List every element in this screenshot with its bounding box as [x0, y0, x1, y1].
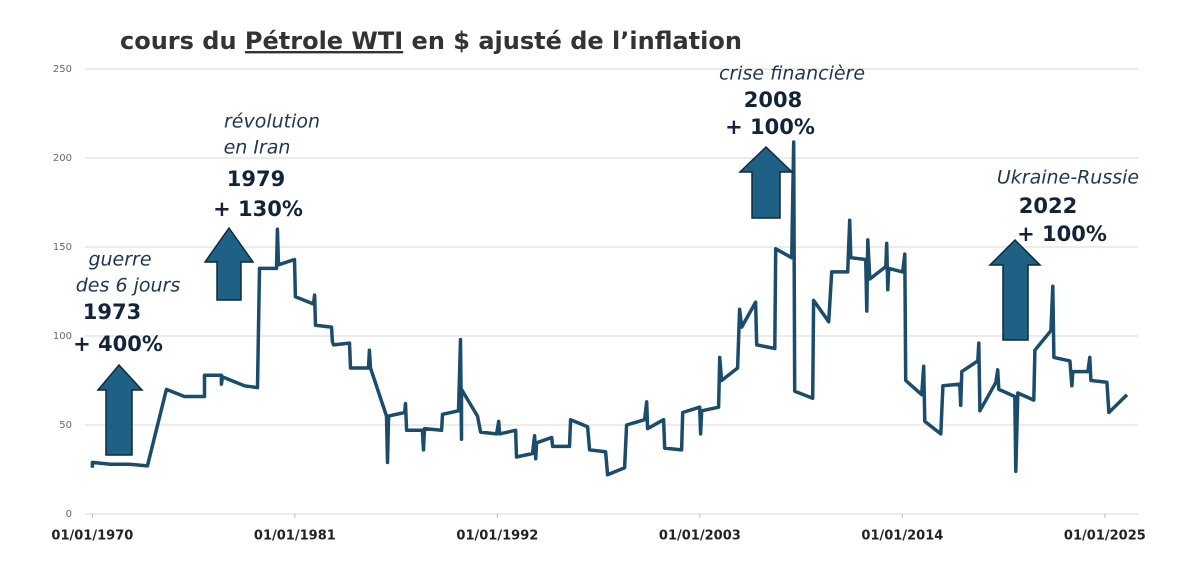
arrow [203, 226, 255, 301]
annotation: + 400% [73, 332, 163, 356]
y-tick-label: 200 [53, 153, 72, 164]
y-tick-label: 0 [66, 509, 72, 520]
annotation: + 130% [213, 197, 303, 221]
x-tick-label: 01/01/2003 [659, 529, 741, 544]
title-part: cours du [120, 27, 245, 55]
chart-title: cours du Pétrole WTI en $ ajusté de l’in… [120, 27, 742, 55]
annotation: 1973 [83, 300, 141, 324]
annotation: des 6 jours [76, 275, 181, 297]
y-tick-label: 50 [59, 420, 72, 431]
annotation: en Iran [224, 137, 291, 159]
annotation: Ukraine-Russie [997, 167, 1139, 189]
arrow [738, 145, 794, 219]
y-tick-label: 100 [53, 331, 72, 342]
title-part: en $ ajusté de l’inflation [403, 27, 742, 55]
y-tick-label: 250 [53, 64, 72, 75]
x-tick-label: 01/01/1970 [51, 529, 133, 544]
annotation: 2008 [744, 88, 802, 112]
plot-area: 0 50 100 150 200 250 01/01/1970 01/01/1981 01/01… [51, 64, 1145, 544]
annotation: 1979 [227, 167, 285, 191]
annotation: 2022 [1019, 194, 1077, 218]
y-tick-label: 150 [53, 242, 72, 253]
annotation: crise financière [719, 63, 865, 85]
annotation: + 100% [1017, 222, 1107, 246]
annotation: guerre [88, 249, 151, 271]
arrow [96, 363, 144, 456]
x-tick-label: 01/01/1981 [254, 529, 336, 544]
arrow [988, 238, 1042, 341]
annotation: + 100% [725, 115, 815, 139]
x-tick-label: 01/01/2014 [861, 529, 943, 544]
x-tick-label: 01/01/2025 [1064, 529, 1146, 544]
price-line [90, 140, 1129, 477]
x-tick-label: 01/01/1992 [456, 529, 538, 544]
annotation: révolution [224, 111, 320, 133]
title-part: Pétrole WTI [245, 27, 403, 55]
